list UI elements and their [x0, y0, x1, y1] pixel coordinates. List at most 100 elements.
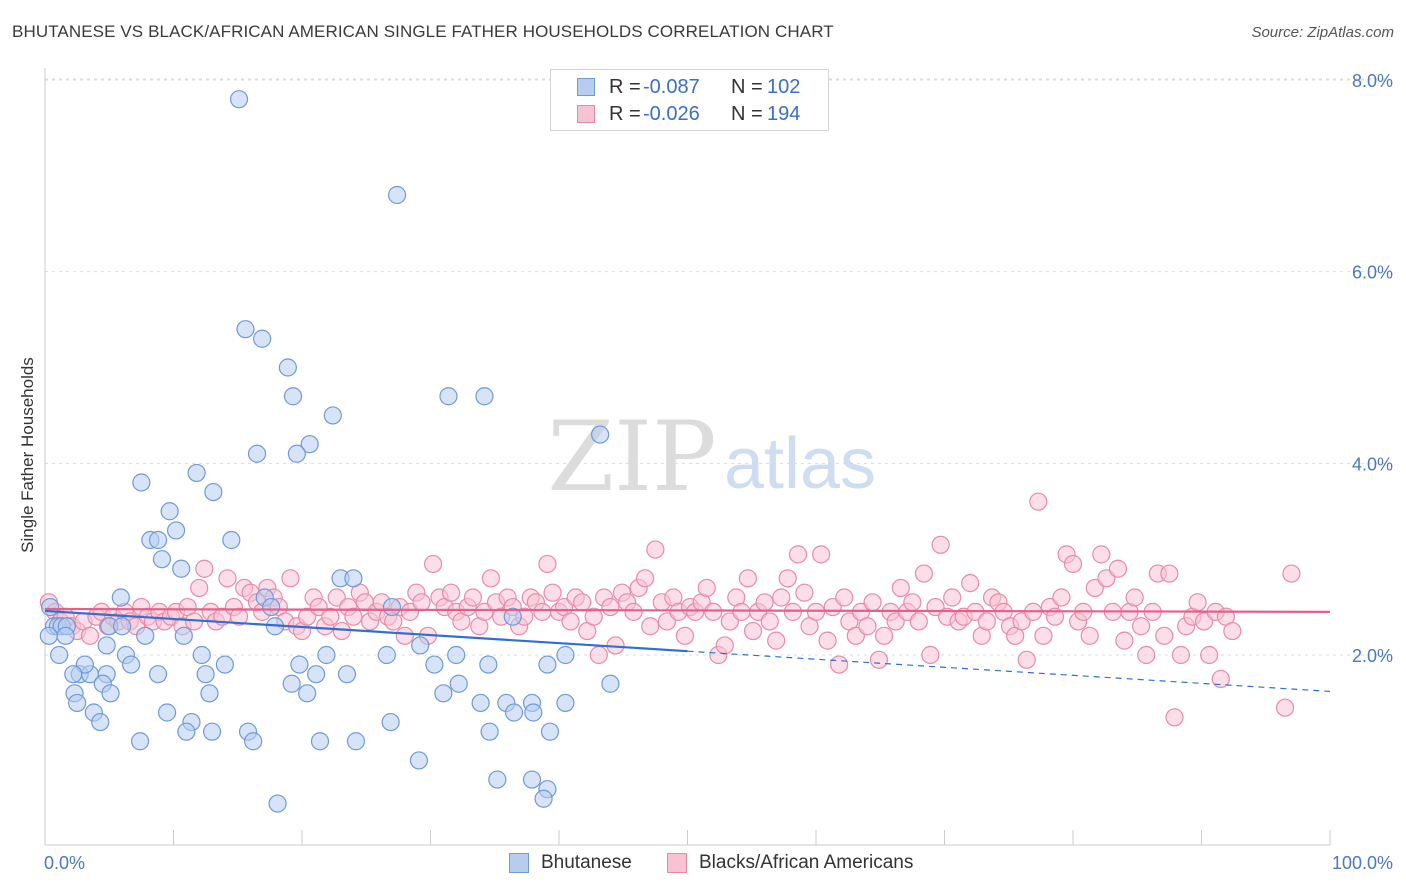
data-point-bhutanese [556, 645, 575, 665]
legend-r-label: R = [609, 103, 641, 125]
y-tick-label: 4.0% [1352, 454, 1393, 474]
y-tick-label: 6.0% [1352, 263, 1393, 283]
data-point-bhutanese [160, 502, 179, 521]
data-point-blacks [795, 583, 814, 602]
data-point-bhutanese [148, 530, 168, 550]
data-point-blacks [1080, 626, 1099, 645]
data-point-bhutanese [434, 684, 453, 703]
data-point-bhutanese [50, 645, 69, 665]
data-point-bhutanese [323, 406, 342, 425]
data-point-bhutanese [504, 703, 524, 722]
data-point-bhutanese [287, 444, 306, 463]
data-point-bhutanese [229, 90, 249, 109]
data-point-bhutanese [247, 444, 267, 463]
data-point-bhutanese [387, 185, 407, 205]
data-point-bhutanese [278, 358, 297, 377]
data-point-bhutanese [534, 789, 553, 808]
x-tick-label: 0.0% [44, 853, 85, 873]
data-point-blacks [977, 612, 997, 631]
watermark: ZIP atlas [547, 401, 876, 513]
legend-r-value: -0.026 [643, 103, 700, 125]
data-point-blacks [675, 626, 695, 645]
data-point-blacks [1052, 588, 1071, 607]
data-point-blacks [543, 583, 562, 602]
data-point-bhutanese [449, 674, 468, 693]
data-point-bhutanese [346, 732, 366, 751]
data-point-blacks [697, 578, 716, 598]
data-point-blacks [875, 626, 894, 645]
data-point-blacks [561, 612, 580, 631]
data-point-blacks [812, 545, 831, 564]
data-point-blacks [533, 602, 552, 621]
data-point-bhutanese [64, 665, 83, 684]
data-point-blacks [584, 607, 603, 626]
data-point-blacks [641, 617, 660, 636]
data-point-bhutanese [152, 550, 172, 569]
data-point-bhutanese [132, 473, 151, 492]
data-point-bhutanese [425, 655, 444, 674]
data-point-blacks [1029, 492, 1048, 511]
data-point-blacks [1125, 588, 1144, 607]
data-point-blacks [1017, 650, 1036, 669]
data-point-blacks [760, 612, 779, 631]
data-point-bhutanese [41, 597, 60, 617]
data-point-blacks [788, 545, 808, 564]
legend-swatch-blue [577, 78, 595, 96]
data-point-bhutanese [174, 626, 193, 645]
data-point-bhutanese [177, 722, 196, 741]
data-point-bhutanese [377, 645, 396, 665]
data-point-blacks [732, 602, 751, 621]
correlation-legend: R = -0.087 N = 102 R = -0.026 N = 194 [550, 69, 829, 131]
bottom-legend-swatch-blue [509, 853, 529, 873]
data-point-blacks [961, 574, 980, 593]
data-point-bhutanese [262, 597, 281, 617]
legend-row-bhutanese: R = -0.087 N = 102 [551, 74, 828, 100]
data-point-bhutanese [439, 387, 458, 406]
data-point-blacks [715, 636, 734, 655]
data-point-bhutanese [480, 722, 499, 741]
data-point-blacks [1160, 564, 1179, 583]
data-point-bhutanese [112, 617, 132, 636]
data-point-blacks [573, 593, 592, 612]
data-point-bhutanese [591, 425, 610, 444]
data-point-blacks [818, 631, 837, 650]
data-point-blacks [538, 554, 557, 574]
data-point-blacks [1165, 708, 1184, 727]
data-point-blacks [229, 607, 249, 626]
data-point-bhutanese [298, 684, 317, 703]
data-point-blacks [1092, 545, 1111, 564]
data-point-blacks [909, 612, 928, 631]
data-point-blacks [835, 588, 854, 607]
data-point-blacks [1188, 593, 1207, 612]
data-point-blacks [772, 588, 791, 607]
data-point-bhutanese [317, 645, 336, 665]
gridlines [45, 78, 1390, 656]
data-point-bhutanese [172, 559, 191, 578]
data-point-blacks [943, 588, 962, 607]
data-point-blacks [869, 650, 889, 669]
data-point-blacks [589, 645, 608, 665]
trend-line-bhutanese-extrapolated [687, 650, 1331, 693]
y-tick-label: 2.0% [1352, 646, 1393, 666]
x-tick-label: 100.0% [1332, 853, 1393, 873]
data-point-blacks [624, 602, 643, 621]
data-point-bhutanese [300, 435, 319, 454]
data-point-bhutanese [204, 482, 223, 502]
data-point-blacks [1282, 564, 1301, 583]
data-point-bhutanese [130, 732, 150, 751]
data-point-bhutanese [344, 569, 363, 588]
data-point-bhutanese [187, 463, 206, 483]
data-point-blacks [863, 593, 882, 612]
data-point-bhutanese [601, 674, 620, 693]
legend-swatch-pink [577, 105, 595, 123]
data-point-bhutanese [409, 751, 429, 770]
data-point-blacks [1108, 559, 1128, 578]
data-point-blacks [806, 602, 826, 621]
data-point-bhutanese [282, 674, 301, 693]
data-point-bhutanese [381, 712, 400, 732]
data-point-bhutanese [121, 655, 141, 674]
data-point-blacks [755, 593, 774, 612]
data-point-bhutanese [307, 665, 326, 684]
legend-r-value: -0.087 [643, 76, 700, 98]
data-point-blacks [218, 569, 237, 588]
